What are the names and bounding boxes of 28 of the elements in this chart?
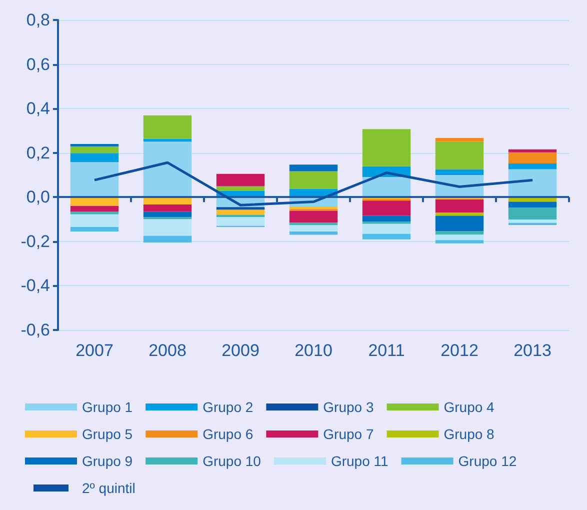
legend-label: Grupo 8: [444, 426, 495, 442]
x-tick-label: 2010: [294, 341, 332, 360]
legend-label: Grupo 4: [444, 399, 495, 415]
legend-label: Grupo 3: [323, 399, 374, 415]
y-tick-label: 0,4: [26, 99, 50, 118]
legend-label: Grupo 12: [458, 453, 517, 469]
legend-label: Grupo 6: [202, 426, 254, 442]
legend-label: Grupo 9: [82, 453, 133, 469]
y-tick-label: 0,0: [26, 188, 50, 207]
x-tick-label: 2012: [440, 341, 478, 360]
legend-label: Grupo 2: [202, 399, 254, 415]
x-tick-label: 2013: [514, 341, 552, 360]
legend-label: 2º quintil: [82, 480, 136, 496]
legend-label: Grupo 7: [323, 426, 374, 442]
y-tick-label: -0,4: [20, 276, 50, 296]
x-tick-label: 2009: [222, 341, 260, 360]
y-tick-label: 0,8: [26, 10, 50, 30]
y-tick-label: 0,6: [26, 54, 50, 74]
y-tick-label: 0,2: [26, 143, 50, 162]
y-tick-label: -0,6: [20, 320, 50, 340]
legend-label: Grupo 11: [330, 453, 389, 469]
legend-label: Grupo 5: [82, 426, 133, 442]
x-tick-label: 2008: [148, 341, 186, 360]
legend-label: Grupo 10: [202, 453, 262, 469]
x-tick-label: 2011: [368, 341, 405, 360]
x-tick-label: 2007: [76, 341, 114, 360]
legend-label: Grupo 1: [82, 399, 133, 415]
y-tick-label: -0,2: [20, 232, 50, 251]
